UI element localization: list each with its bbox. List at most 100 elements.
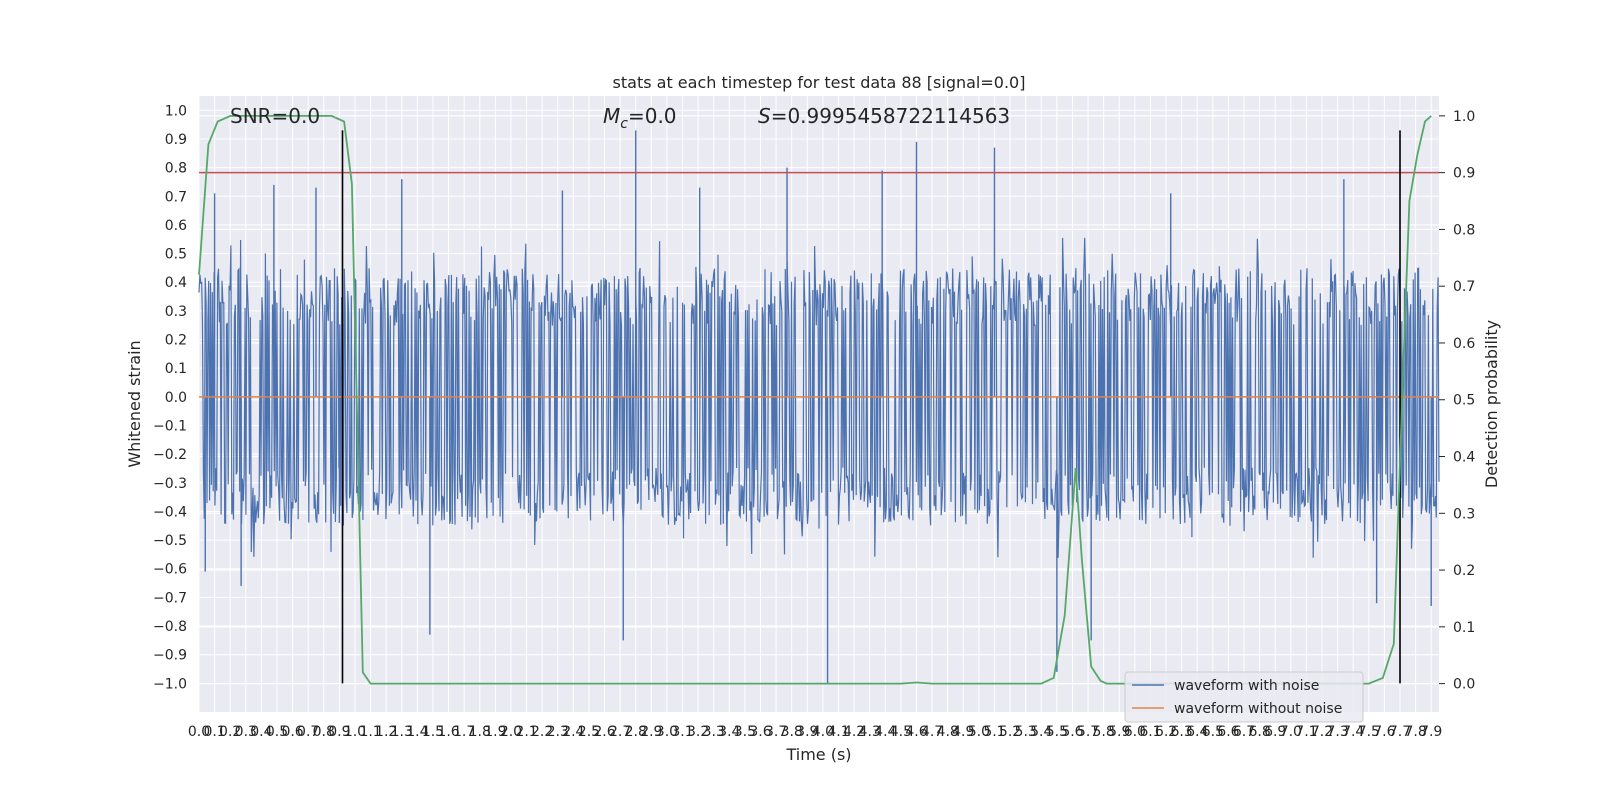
y-tick-label: −0.9: [153, 648, 187, 664]
y-tick-label: −0.8: [153, 619, 187, 635]
x-tick-label: 4.4: [874, 724, 896, 740]
y-tick-label: 0.2: [165, 333, 187, 349]
x-tick-label: 7.2: [1311, 724, 1333, 740]
x-tick-label: 2.9: [640, 724, 662, 740]
x-tick-label: 5.5: [1046, 724, 1068, 740]
y2-axis-label: Detection probability: [1482, 320, 1501, 488]
x-tick-label: 1.0: [344, 724, 366, 740]
x-tick-label: 6.4: [1186, 724, 1208, 740]
noise-waveform-line: [198, 237, 1440, 558]
x-tick-label: 3.3: [703, 724, 725, 740]
ticks: 0.00.10.20.30.40.50.60.70.80.91.01.11.21…: [153, 103, 1475, 740]
x-tick-label: 3.0: [656, 724, 678, 740]
x-tick-label: 3.8: [781, 724, 803, 740]
x-tick-label: 2.0: [500, 724, 522, 740]
y-tick-label: −0.7: [153, 590, 187, 606]
x-tick-label: 6.7: [1233, 724, 1255, 740]
x-tick-label: 0.2: [219, 724, 241, 740]
x-tick-label: 2.1: [515, 724, 537, 740]
x-tick-label: 6.2: [1155, 724, 1177, 740]
x-tick-label: 7.7: [1389, 724, 1411, 740]
x-tick-label: 7.5: [1358, 724, 1380, 740]
x-tick-label: 0.8: [313, 724, 335, 740]
x-tick-label: 6.1: [1139, 724, 1161, 740]
x-tick-label: 2.6: [593, 724, 615, 740]
x-tick-label: 4.6: [905, 724, 927, 740]
y-tick-label: −0.6: [153, 562, 187, 578]
x-tick-label: 6.6: [1217, 724, 1239, 740]
x-tick-label: 2.2: [531, 724, 553, 740]
chirp-mass-annotation: Mc=0.0: [603, 104, 677, 132]
x-tick-label: 1.8: [469, 724, 491, 740]
x-tick-label: 5.7: [1077, 724, 1099, 740]
x-tick-label: 7.1: [1295, 724, 1317, 740]
y2-tick-label: 0.0: [1453, 677, 1475, 693]
y2-tick-label: 0.3: [1453, 506, 1475, 522]
x-tick-label: 2.3: [547, 724, 569, 740]
x-tick-label: 4.2: [843, 724, 865, 740]
y2-tick-label: 0.5: [1453, 393, 1475, 409]
y-tick-label: 0.3: [165, 304, 187, 320]
x-tick-label: 6.3: [1171, 724, 1193, 740]
x-tick-label: 7.0: [1280, 724, 1302, 740]
y-tick-label: 0.8: [165, 161, 187, 177]
x-tick-label: 0.3: [235, 724, 257, 740]
x-tick-label: 1.5: [422, 724, 444, 740]
x-tick-label: 3.9: [796, 724, 818, 740]
x-tick-label: 5.4: [1030, 724, 1052, 740]
x-tick-label: 1.7: [453, 724, 475, 740]
x-tick-label: 5.2: [999, 724, 1021, 740]
x-tick-label: 1.6: [437, 724, 459, 740]
y-tick-label: 0.9: [165, 132, 187, 148]
x-tick-label: 5.6: [1061, 724, 1083, 740]
x-tick-label: 6.9: [1264, 724, 1286, 740]
legend-label-clean: waveform without noise: [1174, 701, 1342, 717]
legend-label-noise: waveform with noise: [1174, 678, 1319, 694]
y-tick-label: 0.4: [165, 275, 187, 291]
x-tick-label: 0.1: [203, 724, 225, 740]
y-tick-label: 0.1: [165, 361, 187, 377]
x-tick-label: 1.1: [359, 724, 381, 740]
x-tick-label: 0.7: [297, 724, 319, 740]
y-tick-label: 0.6: [165, 218, 187, 234]
x-tick-label: 4.5: [890, 724, 912, 740]
snr-annotation: SNR=0.0: [230, 104, 320, 128]
y-tick-label: −0.3: [153, 476, 187, 492]
x-tick-label: 5.8: [1093, 724, 1115, 740]
y-tick-label: 0.7: [165, 189, 187, 205]
x-tick-label: 4.3: [859, 724, 881, 740]
x-tick-label: 0.9: [328, 724, 350, 740]
x-tick-label: 4.7: [921, 724, 943, 740]
y2-tick-label: 0.9: [1453, 166, 1475, 182]
y2-tick-label: 0.1: [1453, 620, 1475, 636]
y-tick-label: −0.4: [153, 504, 187, 520]
x-tick-label: 2.8: [625, 724, 647, 740]
x-tick-label: 3.2: [687, 724, 709, 740]
x-tick-label: 1.9: [484, 724, 506, 740]
x-tick-label: 2.4: [562, 724, 584, 740]
y-tick-label: 0.0: [165, 390, 187, 406]
x-tick-label: 0.5: [266, 724, 288, 740]
y2-tick-label: 1.0: [1453, 109, 1475, 125]
y-tick-label: −0.2: [153, 447, 187, 463]
x-tick-label: 7.8: [1404, 724, 1426, 740]
y-tick-label: −0.5: [153, 533, 187, 549]
y-tick-label: −0.1: [153, 418, 187, 434]
x-tick-label: 3.1: [671, 724, 693, 740]
x-tick-label: 0.0: [188, 724, 210, 740]
x-tick-label: 2.5: [578, 724, 600, 740]
chart-title: stats at each timestep for test data 88 …: [613, 73, 1026, 92]
x-tick-label: 1.3: [391, 724, 413, 740]
x-tick-label: 4.1: [827, 724, 849, 740]
data-marks: [198, 115, 1440, 685]
x-tick-label: 3.7: [765, 724, 787, 740]
legend-box: [1124, 671, 1364, 723]
x-tick-label: 3.5: [734, 724, 756, 740]
x-tick-label: 1.4: [406, 724, 428, 740]
y-axis-label: Whitened strain: [125, 340, 144, 467]
x-tick-label: 4.9: [952, 724, 974, 740]
x-tick-label: 5.0: [968, 724, 990, 740]
x-tick-label: 7.9: [1420, 724, 1442, 740]
x-tick-label: 4.8: [937, 724, 959, 740]
